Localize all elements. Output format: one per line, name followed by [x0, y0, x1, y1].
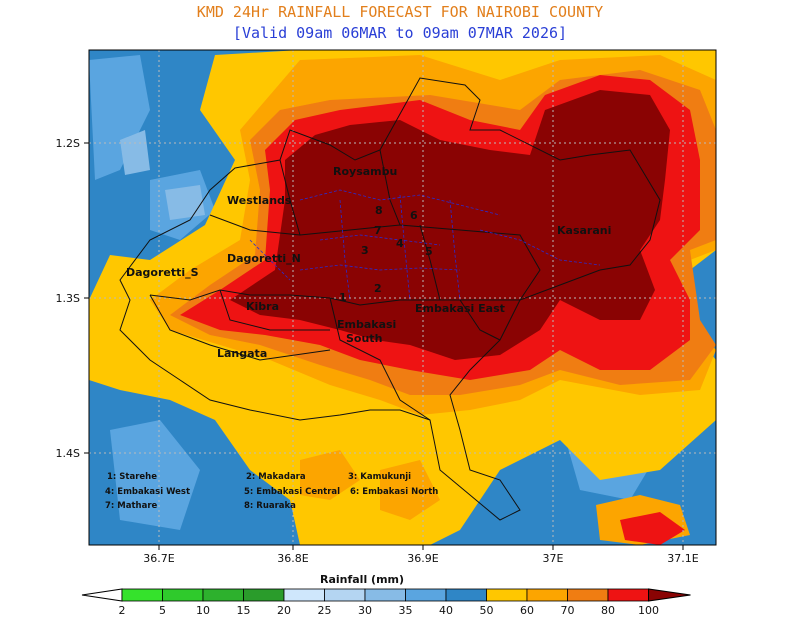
colorbar-swatch	[486, 588, 528, 602]
colorbar: 2 5 10 15 20 25 30 35 40 50 60 70 80 100	[81, 588, 691, 617]
subcounty-label: Dagoretti_S	[126, 266, 199, 279]
colorbar-label: 10	[196, 604, 210, 617]
subcounty-label: Dagoretti_N	[227, 252, 301, 265]
colorbar-swatch	[607, 588, 649, 602]
lat-label: 1.4S	[56, 447, 80, 460]
key-item: 3: Kamukunji	[348, 472, 411, 482]
subcounty-label: South	[346, 332, 382, 345]
map-title: KMD 24Hr RAINFALL FORECAST FOR NAIROBI C…	[196, 3, 604, 21]
map-subtitle: [Valid 09am 06MAR to 09am 07MAR 2026]	[232, 24, 568, 42]
colorbar-label: 20	[277, 604, 291, 617]
key-item: 1: Starehe	[107, 472, 157, 482]
colorbar-label: 70	[561, 604, 575, 617]
colorbar-arrow-low	[81, 588, 123, 602]
lon-label: 36.7E	[143, 552, 174, 565]
colorbar-label: 15	[237, 604, 251, 617]
colorbar-swatch	[445, 588, 487, 602]
key-item: 6: Embakasi North	[350, 487, 438, 497]
key-item: 2: Makadara	[246, 472, 306, 482]
colorbar-arrow-high	[648, 588, 691, 602]
colorbar-label: 5	[159, 604, 166, 617]
lon-label: 37E	[543, 552, 564, 565]
colorbar-label: 30	[358, 604, 372, 617]
area-number: 8	[375, 204, 383, 217]
colorbar-swatch	[526, 588, 568, 602]
key-item: 7: Mathare	[105, 501, 158, 511]
area-number: 7	[374, 224, 382, 237]
area-number: 1	[339, 291, 347, 304]
key-item: 8: Ruaraka	[244, 501, 296, 511]
area-number: 5	[425, 245, 433, 258]
colorbar-label: 60	[520, 604, 534, 617]
colorbar-swatch	[283, 588, 325, 602]
rainfall-field	[89, 50, 716, 545]
colorbar-label: 40	[439, 604, 453, 617]
subcounty-label: Embakasi	[337, 318, 396, 331]
colorbar-swatch	[121, 588, 163, 602]
county-boundaries	[119, 77, 661, 521]
colorbar-swatch	[364, 588, 406, 602]
area-number: 3	[361, 244, 369, 257]
subcounty-label: Kibra	[246, 300, 279, 313]
key-item: 4: Embakasi West	[105, 487, 190, 497]
subcounty-label: Langata	[217, 347, 267, 360]
colorbar-swatch	[202, 588, 244, 602]
colorbar-label: 35	[399, 604, 413, 617]
colorbar-label: 25	[318, 604, 332, 617]
colorbar-swatch	[243, 588, 285, 602]
area-number: 2	[374, 282, 382, 295]
lon-label: 37.1E	[667, 552, 698, 565]
ward-boundaries	[249, 189, 601, 301]
colorbar-swatch	[405, 588, 447, 602]
area-number: 6	[410, 209, 418, 222]
subcounty-label: Roysambu	[333, 165, 397, 178]
lon-label: 36.8E	[277, 552, 308, 565]
axis-ticks	[84, 142, 684, 550]
subcounty-label: Kasarani	[557, 224, 611, 237]
colorbar-title: Rainfall (mm)	[320, 573, 404, 586]
key-item: 5: Embakasi Central	[244, 487, 340, 497]
colorbar-label: 2	[119, 604, 126, 617]
lat-label: 1.2S	[56, 137, 80, 150]
colorbar-label: 50	[480, 604, 494, 617]
colorbar-swatch	[324, 588, 366, 602]
colorbar-label: 80	[601, 604, 615, 617]
subcounty-label: Embakasi East	[415, 302, 505, 315]
colorbar-swatch	[162, 588, 204, 602]
colorbar-swatch	[567, 588, 609, 602]
lon-label: 36.9E	[407, 552, 438, 565]
colorbar-label: 100	[638, 604, 659, 617]
area-number: 4	[396, 237, 404, 250]
subcounty-label: Westlands	[227, 194, 292, 207]
lat-label: 1.3S	[56, 292, 80, 305]
